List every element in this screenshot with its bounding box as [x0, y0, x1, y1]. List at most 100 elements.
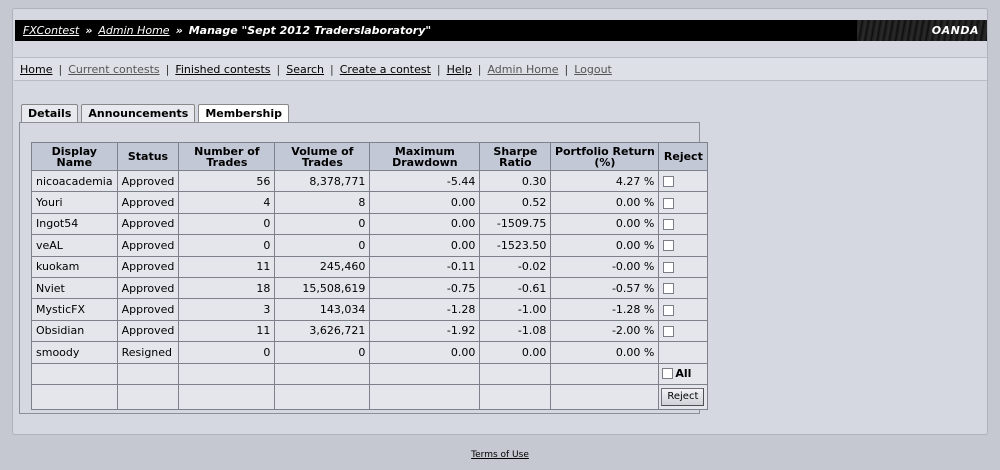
nav-create-contest-link[interactable]: Create a contest — [339, 62, 431, 76]
cell-status: Approved — [116, 234, 180, 257]
empty-cell — [274, 362, 371, 385]
table-row-actions: Reject — [31, 383, 709, 410]
page-title: Manage "Sept 2012 Traderslaboratory" — [188, 24, 432, 37]
nav-separator: | — [58, 62, 63, 76]
col-header-sharpe[interactable]: Sharpe Ratio — [479, 142, 552, 171]
select-all-checkbox[interactable] — [662, 368, 674, 380]
empty-cell — [550, 383, 660, 410]
main-nav: Home | Current contests | Finished conte… — [14, 57, 987, 81]
cell-volume: 15,508,619 — [274, 276, 371, 300]
cell-display-name: MysticFX — [31, 298, 118, 321]
reject-checkbox[interactable] — [663, 304, 675, 316]
col-header-status[interactable]: Status — [116, 142, 180, 171]
empty-cell — [274, 383, 371, 410]
cell-trades: 3 — [178, 298, 276, 321]
cell-drawdown: 0.00 — [369, 341, 481, 364]
nav-current-contests-link[interactable]: Current contests — [68, 62, 160, 76]
reject-checkbox[interactable] — [663, 283, 675, 295]
table-header-row: Display Name Status Number of Trades Vol… — [31, 142, 709, 171]
table-row: nicoacademia Approved 56 8,378,771 -5.44… — [31, 169, 709, 193]
empty-cell — [31, 362, 118, 385]
cell-volume: 0 — [274, 234, 371, 257]
table-row: Ingot54 Approved 0 0 0.00 -1509.75 0.00 … — [31, 212, 709, 236]
cell-volume: 0 — [274, 341, 371, 364]
tab-announcements[interactable]: Announcements — [81, 104, 196, 122]
cell-reject — [658, 212, 709, 236]
col-header-volume[interactable]: Volume of Trades — [274, 142, 371, 171]
cell-display-name: veAL — [31, 234, 118, 257]
cell-status: Approved — [116, 169, 180, 193]
reject-button[interactable]: Reject — [661, 387, 705, 406]
cell-status: Resigned — [116, 341, 180, 364]
cell-display-name: Nviet — [31, 276, 118, 300]
tab-membership[interactable]: Membership — [198, 104, 289, 124]
cell-reject — [658, 191, 709, 214]
table-row: Youri Approved 4 8 0.00 0.52 0.00 % — [31, 191, 709, 214]
table-row: veAL Approved 0 0 0.00 -1523.50 0.00 % — [31, 234, 709, 257]
cell-portfolio: 0.00 % — [550, 191, 660, 214]
nav-separator: | — [564, 62, 569, 76]
table-row: kuokam Approved 11 245,460 -0.11 -0.02 -… — [31, 255, 709, 278]
col-header-portfolio[interactable]: Portfolio Return (%) — [550, 142, 660, 171]
cell-portfolio: -0.57 % — [550, 276, 660, 300]
nav-help-link[interactable]: Help — [446, 62, 472, 76]
table-row: smoody Resigned 0 0 0.00 0.00 0.00 % — [31, 341, 709, 364]
reject-checkbox[interactable] — [663, 261, 675, 273]
nav-logout-link[interactable]: Logout — [574, 62, 612, 76]
nav-admin-home-link[interactable]: Admin Home — [487, 62, 559, 76]
footer: Terms of Use — [0, 450, 1000, 460]
nav-separator: | — [330, 62, 334, 76]
cell-status: Approved — [116, 298, 180, 321]
cell-drawdown: -0.75 — [369, 276, 481, 300]
empty-cell — [178, 383, 276, 410]
cell-portfolio: -0.00 % — [550, 255, 660, 278]
cell-trades: 11 — [178, 319, 276, 343]
empty-cell — [369, 383, 481, 410]
table-row-select-all: All — [31, 362, 709, 385]
breadcrumb-fxcontest-link[interactable]: FXContest — [23, 24, 80, 37]
nav-finished-contests-link[interactable]: Finished contests — [175, 62, 271, 76]
cell-trades: 18 — [178, 276, 276, 300]
cell-display-name: Ingot54 — [31, 212, 118, 236]
cell-trades: 0 — [178, 341, 276, 364]
oanda-logo: OANDA — [931, 24, 979, 37]
terms-of-use-link[interactable]: Terms of Use — [471, 450, 529, 460]
cell-display-name: smoody — [31, 341, 118, 364]
header-decoration — [857, 20, 987, 41]
cell-trades: 4 — [178, 191, 276, 214]
cell-portfolio: 0.00 % — [550, 234, 660, 257]
reject-checkbox[interactable] — [663, 325, 675, 337]
reject-checkbox[interactable] — [663, 176, 675, 188]
cell-sharpe: 0.30 — [479, 169, 552, 193]
cell-status: Approved — [116, 276, 180, 300]
nav-separator: | — [165, 62, 170, 76]
reject-checkbox[interactable] — [663, 197, 675, 209]
cell-reject — [658, 341, 709, 364]
cell-display-name: Youri — [31, 191, 118, 214]
cell-sharpe: -1.08 — [479, 319, 552, 343]
cell-status: Approved — [116, 319, 180, 343]
tab-details[interactable]: Details — [21, 104, 79, 122]
cell-sharpe: -0.02 — [479, 255, 552, 278]
cell-status: Approved — [116, 191, 180, 214]
nav-home-link[interactable]: Home — [20, 62, 53, 76]
cell-display-name: nicoacademia — [31, 169, 118, 193]
empty-cell — [31, 383, 118, 410]
empty-cell — [479, 383, 552, 410]
reject-checkbox[interactable] — [663, 218, 675, 230]
breadcrumb-admin-home-link[interactable]: Admin Home — [98, 24, 170, 37]
table-row: Obsidian Approved 11 3,626,721 -1.92 -1.… — [31, 319, 709, 343]
cell-trades: 0 — [178, 212, 276, 236]
empty-cell — [369, 362, 481, 385]
cell-volume: 0 — [274, 212, 371, 236]
table-row: MysticFX Approved 3 143,034 -1.28 -1.00 … — [31, 298, 709, 321]
col-header-drawdown[interactable]: Maximum Drawdown — [369, 142, 481, 171]
empty-cell — [178, 362, 276, 385]
nav-search-link[interactable]: Search — [286, 62, 325, 76]
cell-trades: 11 — [178, 255, 276, 278]
col-header-display-name[interactable]: Display Name — [31, 142, 118, 171]
reject-checkbox[interactable] — [663, 240, 675, 252]
header-bar: FXContest » Admin Home » Manage "Sept 20… — [15, 20, 987, 41]
col-header-trades[interactable]: Number of Trades — [178, 142, 276, 171]
cell-sharpe: -1509.75 — [479, 212, 552, 236]
